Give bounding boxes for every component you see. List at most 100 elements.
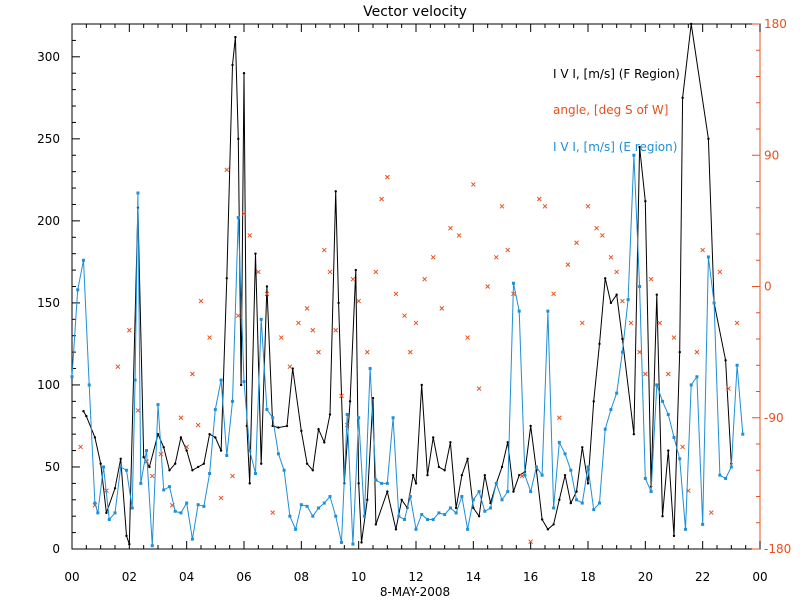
f-region-point	[260, 462, 263, 465]
e-region-point	[683, 527, 687, 531]
angle-marker	[402, 313, 407, 319]
y-left-tick-label: 250	[37, 132, 60, 146]
e-region-point	[718, 473, 722, 477]
e-region-point	[145, 449, 149, 453]
e-region-point	[666, 412, 670, 416]
e-region-point	[569, 468, 573, 472]
e-region-point	[706, 255, 710, 259]
e-region-point	[638, 285, 642, 288]
f-region-point	[655, 293, 658, 296]
f-region-point	[311, 469, 314, 472]
f-region-point	[615, 293, 618, 296]
y-right-tick-label: 90	[764, 148, 779, 162]
y-right-tick-label: -90	[764, 411, 784, 425]
e-region-point	[454, 511, 458, 515]
f-region-point	[552, 523, 555, 526]
e-region-point	[741, 432, 745, 436]
y-left-tick-label: 200	[37, 214, 60, 228]
angle-marker	[493, 254, 499, 260]
x-tick-label: 06	[236, 570, 251, 584]
e-region-point	[437, 511, 441, 515]
f-region-point	[411, 473, 415, 477]
e-region-point	[397, 514, 401, 518]
e-region-point	[167, 485, 171, 489]
y-right-tick-label: 180	[764, 17, 787, 31]
angle-marker	[505, 247, 511, 253]
e-region-point	[557, 440, 561, 444]
f-region-point	[632, 432, 636, 436]
f-region-point	[196, 465, 200, 469]
e-region-point	[672, 435, 676, 439]
chart-title: Vector velocity	[363, 4, 467, 20]
angle-marker	[327, 269, 333, 275]
e-region-point	[523, 473, 527, 477]
e-region-point	[173, 509, 177, 513]
e-region-point	[678, 457, 682, 461]
e-region-point	[242, 380, 246, 384]
e-region-point	[196, 503, 200, 507]
f-region-point	[305, 462, 309, 465]
angle-marker	[190, 371, 195, 377]
f-region-point	[581, 446, 584, 449]
f-region-line	[83, 23, 732, 545]
f-region-point	[500, 465, 504, 469]
e-region-point	[620, 350, 624, 354]
e-region-point	[626, 298, 630, 302]
e-region-point	[282, 468, 286, 472]
e-region-point	[643, 476, 647, 480]
f-region-point	[563, 473, 567, 477]
angle-marker	[556, 415, 562, 421]
x-tick-label: 20	[638, 570, 653, 584]
e-region-point	[712, 301, 716, 305]
angle-marker	[430, 254, 436, 260]
e-region-point	[259, 317, 263, 321]
angle-marker	[339, 393, 344, 399]
f-region-point	[672, 534, 676, 538]
angle-marker	[700, 247, 706, 253]
f-region-point	[621, 337, 624, 341]
angle-marker	[642, 371, 648, 377]
series-0	[82, 22, 733, 546]
f-region-point	[277, 426, 280, 429]
angle-marker	[321, 247, 327, 253]
f-region-point	[119, 457, 122, 460]
e-region-point	[603, 427, 607, 431]
e-region-point	[81, 258, 85, 262]
angle-marker	[565, 262, 571, 267]
e-region-point	[729, 465, 733, 469]
f-region-point	[472, 506, 475, 510]
f-region-point	[93, 436, 97, 439]
f-region-point	[105, 511, 108, 515]
e-region-point	[661, 399, 665, 403]
e-region-point	[96, 511, 100, 515]
e-region-point	[511, 281, 515, 285]
e-region-point	[494, 481, 498, 485]
angle-marker	[620, 298, 625, 304]
f-region-point	[546, 528, 550, 531]
x-tick-label: 04	[179, 570, 194, 584]
angle-marker	[551, 291, 556, 297]
f-region-point	[483, 473, 486, 477]
e-region-point	[162, 488, 166, 492]
e-region-point	[362, 514, 366, 518]
angle-marker	[78, 444, 83, 450]
f-region-point	[334, 190, 337, 193]
e-region-point	[190, 537, 194, 541]
f-region-point	[219, 449, 223, 452]
f-region-point	[414, 482, 418, 485]
e-region-point	[265, 408, 269, 412]
e-region-point	[179, 511, 183, 515]
y-left-axis: 0 50 100 150 200 250 300	[37, 23, 80, 556]
f-region-point	[540, 518, 544, 521]
f-region-point	[162, 446, 165, 449]
angle-marker	[407, 349, 413, 355]
f-region-point	[354, 268, 357, 272]
e-region-point	[107, 517, 111, 521]
e-region-point	[368, 367, 372, 371]
angle-marker	[333, 327, 339, 333]
e-region-point	[615, 391, 619, 395]
angle-marker	[456, 233, 462, 238]
angle-marker	[499, 203, 505, 209]
e-region-point	[208, 472, 212, 476]
